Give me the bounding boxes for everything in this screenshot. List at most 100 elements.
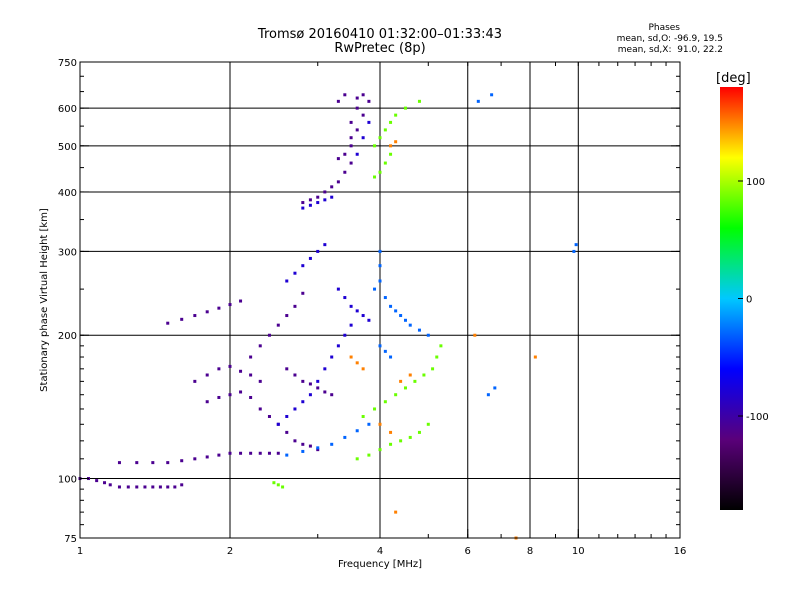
data-point xyxy=(173,485,177,489)
data-point xyxy=(361,136,365,140)
data-point xyxy=(378,249,382,253)
data-point xyxy=(378,448,382,452)
data-point xyxy=(367,422,371,426)
data-point xyxy=(308,393,312,397)
data-point xyxy=(301,400,305,404)
data-point xyxy=(408,323,412,327)
data-point xyxy=(403,318,407,322)
data-point xyxy=(180,317,184,321)
data-point xyxy=(572,249,576,253)
data-point xyxy=(408,373,412,377)
data-point xyxy=(343,170,347,174)
data-point xyxy=(276,323,280,327)
data-point xyxy=(117,461,121,465)
y-tick-label: 100 xyxy=(58,475,77,486)
data-point xyxy=(293,407,297,411)
data-point xyxy=(373,287,377,291)
data-point xyxy=(389,442,393,446)
data-point xyxy=(316,386,320,390)
x-tick-label: 10 xyxy=(572,546,585,557)
data-point xyxy=(330,355,334,359)
data-point xyxy=(389,144,393,148)
data-point xyxy=(193,314,197,318)
phases-stat-x: mean, sd,X: 91.0, 22.2 xyxy=(617,45,723,55)
data-point xyxy=(336,157,340,161)
data-point xyxy=(117,485,121,489)
data-point xyxy=(166,461,170,465)
data-point xyxy=(373,175,377,179)
data-point xyxy=(417,99,421,103)
data-point xyxy=(308,198,312,202)
data-point xyxy=(276,451,280,455)
data-point xyxy=(301,291,305,295)
data-point xyxy=(426,333,430,337)
data-point xyxy=(574,243,578,247)
data-point xyxy=(308,203,312,207)
data-point xyxy=(378,170,382,174)
data-point xyxy=(249,395,253,399)
data-point xyxy=(308,382,312,386)
y-tick-label: 600 xyxy=(58,104,77,115)
data-point xyxy=(383,400,387,404)
data-point xyxy=(373,407,377,411)
data-point xyxy=(422,373,426,377)
data-point xyxy=(301,206,305,210)
data-point xyxy=(367,318,371,322)
data-point xyxy=(330,195,334,199)
data-point xyxy=(308,256,312,260)
data-point xyxy=(389,152,393,156)
data-point xyxy=(389,355,393,359)
colorbar-unit-label: [deg] xyxy=(716,71,751,86)
phases-heading: Phases xyxy=(648,23,680,33)
data-point xyxy=(108,483,112,487)
data-point xyxy=(267,414,271,418)
data-point xyxy=(378,422,382,426)
data-point xyxy=(349,144,353,148)
data-point xyxy=(383,349,387,353)
data-point xyxy=(403,106,407,110)
data-point xyxy=(239,390,243,394)
data-point xyxy=(399,379,403,383)
data-point xyxy=(228,451,232,455)
data-point xyxy=(267,333,271,337)
data-point xyxy=(285,414,289,418)
data-point xyxy=(308,444,312,448)
phases-stat-o: mean, sd,O: -96.9, 19.5 xyxy=(616,34,723,44)
data-point xyxy=(355,309,359,313)
data-point xyxy=(258,407,262,411)
x-tick-label: 6 xyxy=(465,546,471,557)
data-point xyxy=(408,435,412,439)
data-point xyxy=(323,243,327,247)
data-point xyxy=(330,442,334,446)
data-point xyxy=(249,355,253,359)
data-point xyxy=(293,439,297,443)
data-points xyxy=(78,93,578,540)
data-point xyxy=(343,93,347,97)
data-point xyxy=(293,373,297,377)
data-point xyxy=(205,373,209,377)
data-point xyxy=(272,481,276,485)
y-axis-ticks: 75 100 200 300 400 500 600 750 xyxy=(58,58,680,545)
data-point xyxy=(394,309,398,313)
data-point xyxy=(126,485,130,489)
data-point xyxy=(367,453,371,457)
data-point xyxy=(258,379,262,383)
data-point xyxy=(361,93,365,97)
data-point xyxy=(316,379,320,383)
data-point xyxy=(336,344,340,348)
data-point xyxy=(143,485,147,489)
data-point xyxy=(180,459,184,463)
data-point xyxy=(151,461,155,465)
y-tick-label: 500 xyxy=(58,142,77,153)
data-point xyxy=(228,364,232,368)
data-point xyxy=(316,201,320,205)
data-point xyxy=(323,198,327,202)
chart-title-line2: RwPretec (8p) xyxy=(334,41,426,56)
x-axis-label: Frequency [MHz] xyxy=(338,559,422,570)
data-point xyxy=(343,435,347,439)
grid-lines xyxy=(80,62,680,538)
data-point xyxy=(417,430,421,434)
data-point xyxy=(180,483,184,487)
data-point xyxy=(383,161,387,165)
